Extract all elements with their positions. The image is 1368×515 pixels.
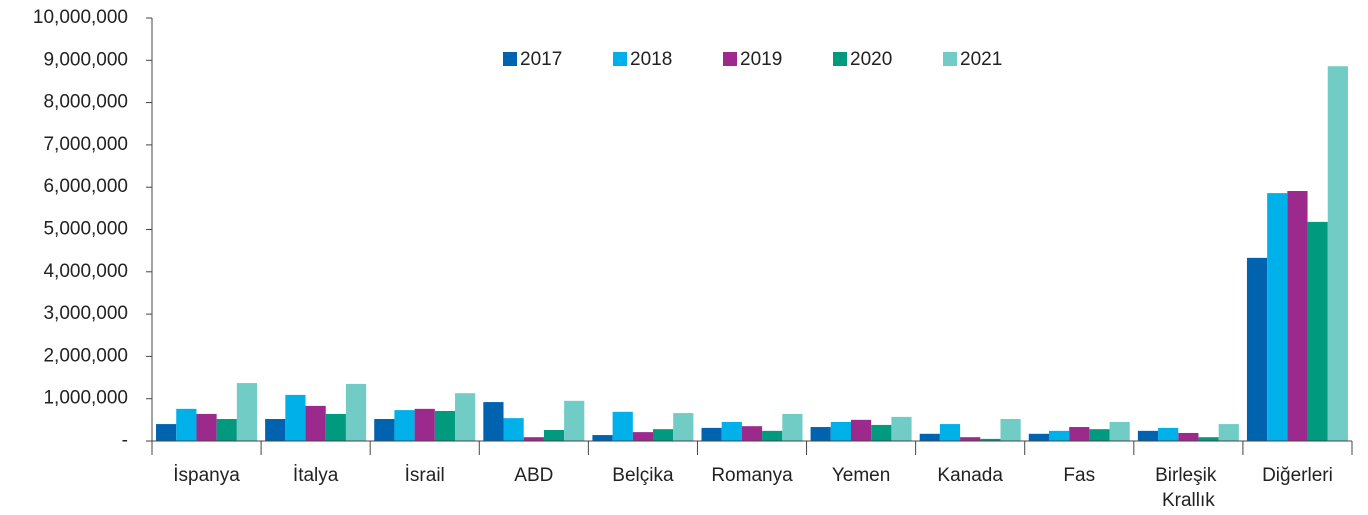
bar <box>782 413 803 441</box>
legend-swatch <box>613 52 627 66</box>
bar <box>810 427 831 441</box>
bar <box>1000 419 1021 441</box>
y-tick-label: 8,000,000 <box>43 92 128 113</box>
bar <box>960 437 981 441</box>
bar <box>523 437 544 441</box>
bar <box>196 413 217 441</box>
bar <box>891 416 912 441</box>
y-tick-label: 7,000,000 <box>43 134 128 155</box>
bar <box>1198 437 1219 441</box>
bar <box>543 430 565 441</box>
bar <box>1089 429 1110 441</box>
bar <box>612 411 633 441</box>
legend-label: 2020 <box>850 49 892 70</box>
bar <box>1048 430 1070 441</box>
x-tick-label: Belçika <box>612 465 674 486</box>
y-tick-label: 4,000,000 <box>43 261 128 282</box>
bar <box>414 408 435 441</box>
bar <box>1178 432 1199 441</box>
x-tick-label: Kanada <box>937 465 1003 486</box>
bar <box>762 430 783 441</box>
bar <box>1158 427 1179 441</box>
bar <box>592 435 613 441</box>
bar <box>325 413 346 441</box>
y-tick-label: 6,000,000 <box>43 176 128 197</box>
bar <box>850 419 872 441</box>
bar <box>1307 221 1328 441</box>
bar <box>632 432 654 441</box>
legend-swatch <box>723 52 737 66</box>
bar <box>1287 191 1308 441</box>
bar <box>1069 427 1090 441</box>
x-tick-label: İsrail <box>405 465 445 486</box>
x-tick-label: ABD <box>514 465 553 486</box>
y-tick-label: 1,000,000 <box>43 388 128 409</box>
y-tick-label: 3,000,000 <box>43 303 128 324</box>
bar <box>455 393 476 441</box>
bar <box>394 410 415 441</box>
y-tick-label: 2,000,000 <box>43 345 128 366</box>
bar <box>285 394 306 441</box>
bar <box>1267 193 1288 441</box>
bar <box>980 438 1001 441</box>
bar <box>564 400 585 441</box>
x-tick-label: Yemen <box>832 465 890 486</box>
bar <box>305 405 326 441</box>
bar <box>374 419 395 441</box>
bar <box>1218 424 1239 441</box>
bar <box>265 419 286 441</box>
bar <box>156 424 177 441</box>
bar <box>830 421 851 441</box>
legend-label: 2019 <box>740 49 782 70</box>
x-tick-label: Birleşik Krallık <box>1155 465 1222 511</box>
bar <box>1028 433 1049 441</box>
legend-label: 2021 <box>960 49 1002 70</box>
bar <box>503 418 524 441</box>
bar <box>1327 66 1348 442</box>
bar <box>483 402 504 441</box>
y-tick-label: 9,000,000 <box>43 49 128 70</box>
x-tick-label: Romanya <box>711 465 793 486</box>
bar <box>345 383 367 441</box>
legend-swatch <box>833 52 847 66</box>
bar <box>919 433 940 441</box>
bar <box>1246 257 1268 441</box>
y-tick-label: 10,000,000 <box>33 7 128 28</box>
legend-label: 2017 <box>520 49 562 70</box>
bar <box>673 413 694 441</box>
x-tick-label: Fas <box>1063 465 1095 486</box>
bar <box>236 383 258 441</box>
y-tick-label: 5,000,000 <box>43 219 128 240</box>
bar <box>176 408 197 441</box>
bar <box>1109 421 1130 441</box>
bar <box>701 427 722 441</box>
y-tick-label: - <box>122 430 128 451</box>
bar <box>871 424 892 441</box>
x-tick-label: İspanya <box>173 465 240 486</box>
bar <box>939 424 961 441</box>
legend-swatch <box>943 52 957 66</box>
x-tick-label: Diğerleri <box>1262 465 1333 486</box>
x-tick-label: İtalya <box>293 465 339 486</box>
bar <box>741 426 763 441</box>
legend-label: 2018 <box>630 49 672 70</box>
bar <box>1137 430 1159 441</box>
bar <box>721 421 742 441</box>
bar <box>653 429 674 441</box>
legend-swatch <box>503 52 517 66</box>
bar <box>216 419 237 441</box>
bar <box>434 410 456 441</box>
